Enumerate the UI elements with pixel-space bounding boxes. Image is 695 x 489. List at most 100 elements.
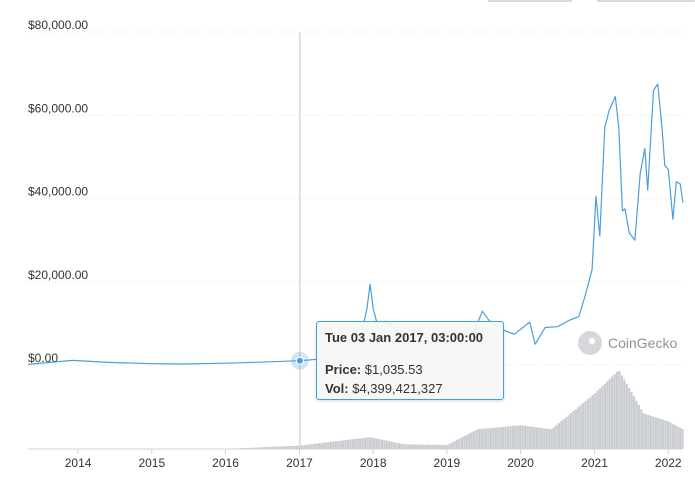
volume-bar — [359, 438, 361, 449]
volume-bar — [538, 428, 540, 449]
volume-bar — [386, 441, 388, 449]
volume-bar — [323, 443, 325, 449]
volume-bar — [461, 437, 463, 449]
volume-bar — [361, 438, 363, 449]
volume-bar — [277, 447, 279, 449]
volume-bar — [563, 419, 565, 449]
volume-bar — [286, 446, 288, 449]
volume-bar — [521, 426, 523, 449]
volume-bar — [366, 437, 368, 449]
volume-bar — [502, 427, 504, 449]
volume-bar — [609, 379, 611, 449]
x-tick-label: 2015 — [138, 456, 165, 470]
volume-bar — [437, 445, 439, 449]
volume-bar — [677, 426, 679, 449]
volume-bar — [473, 431, 475, 449]
volume-bar — [507, 426, 509, 449]
volume-bar — [548, 429, 550, 449]
volume-bar — [458, 439, 460, 449]
volume-bar — [565, 417, 567, 449]
volume-bar — [541, 428, 543, 449]
volume-bar — [432, 445, 434, 449]
range-tab[interactable] — [488, 0, 572, 2]
volume-bar — [529, 426, 531, 449]
volume-bar — [495, 428, 497, 449]
volume-bar — [531, 427, 533, 449]
volume-bar — [604, 384, 606, 449]
volume-bar — [558, 423, 560, 449]
volume-bar — [454, 441, 456, 449]
volume-bar — [403, 444, 405, 449]
volume-bar — [262, 447, 264, 449]
volume-bar — [255, 448, 257, 449]
volume-bar — [364, 438, 366, 449]
volume-bar — [662, 420, 664, 449]
volume-bar — [650, 416, 652, 449]
tooltip-price-row: Price: $1,035.53 — [325, 362, 503, 377]
volume-bar — [628, 388, 630, 449]
volume-bar — [597, 391, 599, 449]
volume-bar — [424, 445, 426, 449]
volume-bar — [553, 427, 555, 449]
volume-bar — [584, 401, 586, 449]
volume-bar — [664, 420, 666, 449]
volume-bar — [294, 446, 296, 449]
volume-bar — [449, 444, 451, 449]
volume-bar — [611, 377, 613, 449]
volume-bar — [378, 439, 380, 449]
volume-bar — [451, 442, 453, 449]
x-tick-label: 2019 — [434, 456, 461, 470]
volume-bar — [456, 440, 458, 449]
watermark-text: CoinGecko — [608, 335, 677, 351]
x-tick-label: 2020 — [507, 456, 534, 470]
volume-bar — [657, 418, 659, 449]
volume-bar — [580, 405, 582, 449]
volume-bar — [621, 375, 623, 449]
volume-bar — [352, 439, 354, 449]
volume-bar — [235, 448, 237, 449]
volume-bar — [517, 426, 519, 449]
volume-bar — [306, 445, 308, 449]
volume-bar — [332, 442, 334, 449]
volume-bar — [289, 446, 291, 449]
volume-bar — [398, 443, 400, 449]
volume-bar — [512, 426, 514, 449]
volume-bar — [589, 397, 591, 449]
volume-bar — [587, 399, 589, 449]
volume-bar — [318, 443, 320, 449]
volume-bar — [303, 445, 305, 449]
coingecko-logo-icon — [578, 331, 602, 355]
volume-bar — [519, 425, 521, 449]
volume-bar — [667, 421, 669, 449]
volume-bar — [238, 448, 240, 449]
x-tick-label: 2017 — [286, 456, 313, 470]
volume-bar — [504, 427, 506, 449]
tooltip-date: Tue 03 Jan 2017, 03:00:00 — [325, 330, 503, 345]
volume-bar — [328, 442, 330, 449]
volume-bar — [250, 448, 252, 449]
volume-bar — [245, 448, 247, 449]
volume-bar — [354, 439, 356, 449]
volume-bar — [572, 411, 574, 449]
volume-bar — [393, 442, 395, 449]
volume-bar — [599, 388, 601, 449]
volume-bar — [434, 445, 436, 449]
volume-bar — [248, 448, 250, 449]
range-tab[interactable] — [597, 0, 695, 2]
volume-bar — [340, 441, 342, 449]
x-tick-label: 2021 — [581, 456, 608, 470]
volume-bar — [640, 409, 642, 449]
volume-bar — [296, 446, 298, 449]
volume-bar — [291, 446, 293, 449]
volume-bar — [308, 444, 310, 449]
volume-bar — [645, 414, 647, 449]
volume-bar — [342, 440, 344, 449]
volume-bar — [357, 439, 359, 449]
volume-bar — [466, 435, 468, 449]
volume-bar — [487, 428, 489, 449]
volume-bar — [391, 442, 393, 449]
tooltip-volume-row: Vol: $4,399,421,327 — [325, 381, 503, 396]
volume-bar — [381, 440, 383, 449]
